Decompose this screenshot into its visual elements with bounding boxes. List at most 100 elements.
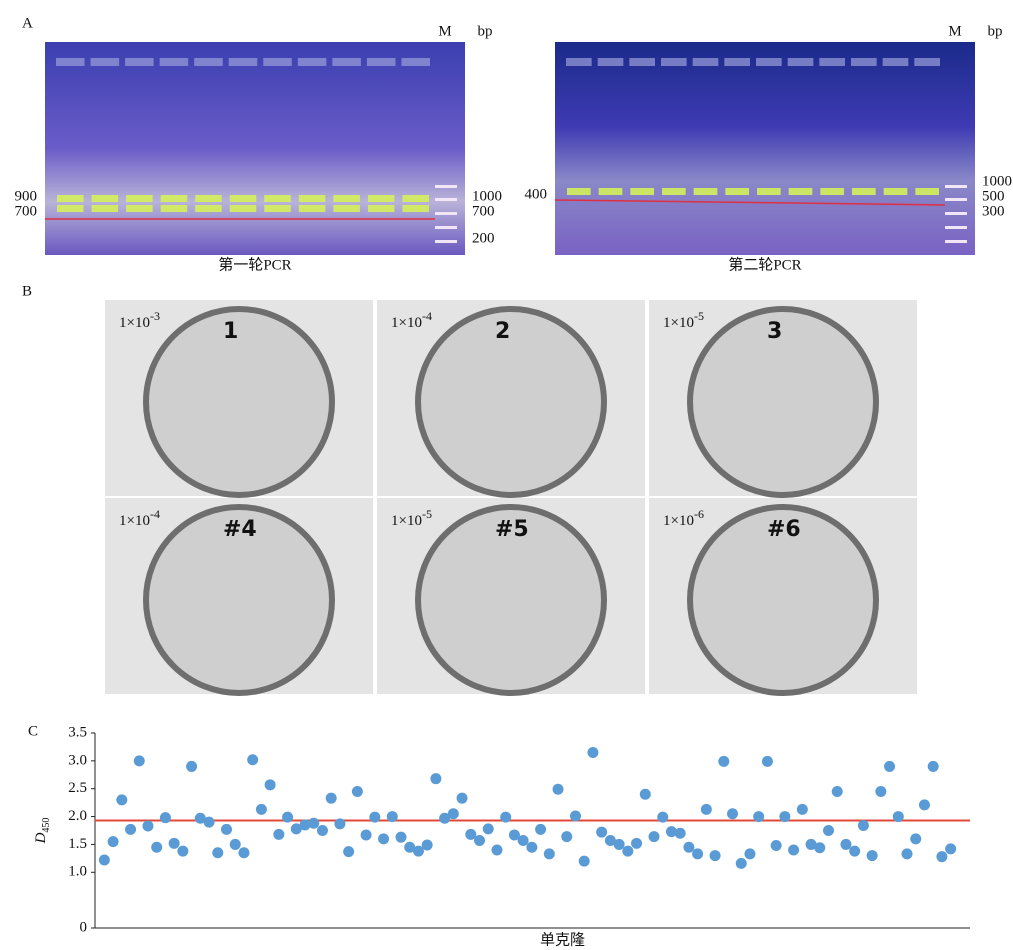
well bbox=[819, 58, 845, 66]
point bbox=[665, 826, 677, 838]
band bbox=[126, 205, 153, 212]
well bbox=[263, 58, 292, 66]
dilution-label: 1×10-3 bbox=[119, 309, 160, 332]
point bbox=[936, 851, 948, 863]
point bbox=[657, 811, 669, 823]
band bbox=[57, 195, 84, 202]
point bbox=[735, 857, 747, 869]
point bbox=[194, 812, 206, 824]
size-label: 1000 bbox=[982, 173, 1012, 189]
point bbox=[526, 841, 538, 853]
dilution-base: 1×10 bbox=[391, 513, 422, 529]
dilution-label: 1×10-6 bbox=[663, 507, 704, 530]
y-axis-label: D450 bbox=[33, 818, 52, 845]
point bbox=[709, 850, 721, 862]
band bbox=[57, 205, 84, 212]
well bbox=[629, 58, 655, 66]
dilution-exponent: -4 bbox=[150, 507, 160, 521]
point bbox=[744, 848, 756, 860]
gel-image bbox=[555, 42, 975, 255]
well bbox=[661, 58, 687, 66]
reference-line bbox=[554, 199, 946, 206]
point bbox=[866, 850, 878, 862]
point bbox=[351, 786, 363, 797]
point bbox=[700, 803, 712, 815]
point bbox=[892, 811, 904, 823]
well bbox=[401, 58, 430, 66]
point bbox=[587, 747, 599, 758]
point bbox=[378, 833, 390, 845]
point bbox=[395, 831, 407, 843]
unit-label: bp bbox=[988, 23, 1003, 39]
size-label: 900 bbox=[15, 188, 38, 204]
point bbox=[273, 828, 285, 840]
band bbox=[91, 195, 119, 202]
point bbox=[177, 845, 189, 857]
dilution-exponent: -3 bbox=[150, 309, 160, 323]
point bbox=[631, 837, 643, 849]
point bbox=[282, 811, 294, 823]
band bbox=[91, 205, 119, 212]
point bbox=[456, 792, 468, 804]
point bbox=[500, 811, 512, 823]
panel-label: C bbox=[28, 723, 38, 739]
unit-label: bp bbox=[478, 23, 493, 39]
point bbox=[159, 812, 171, 824]
plate-mark: 3 bbox=[767, 319, 782, 344]
point bbox=[884, 760, 896, 772]
well bbox=[692, 58, 719, 66]
band bbox=[333, 195, 360, 202]
dilution-base: 1×10 bbox=[119, 315, 150, 331]
plate bbox=[687, 306, 879, 498]
point bbox=[255, 803, 267, 815]
well bbox=[228, 58, 258, 66]
point bbox=[482, 823, 494, 835]
band bbox=[298, 195, 326, 202]
point bbox=[596, 826, 608, 838]
well bbox=[125, 58, 154, 66]
band bbox=[195, 205, 222, 212]
plate bbox=[143, 306, 335, 498]
ladder-band bbox=[945, 240, 967, 243]
point bbox=[474, 835, 486, 847]
well bbox=[882, 58, 909, 66]
y-label-main: D bbox=[33, 832, 49, 844]
dilution-exponent: -6 bbox=[694, 507, 704, 521]
point bbox=[674, 827, 686, 839]
point bbox=[430, 773, 442, 785]
point bbox=[238, 847, 250, 859]
band bbox=[598, 188, 623, 195]
panel-label: B bbox=[22, 283, 32, 299]
point bbox=[229, 838, 241, 850]
point bbox=[264, 779, 276, 791]
point bbox=[107, 836, 119, 848]
point bbox=[927, 760, 939, 772]
band bbox=[160, 195, 188, 202]
plate bbox=[687, 504, 879, 696]
point bbox=[203, 816, 215, 828]
x-axis-label: 单克隆 bbox=[540, 931, 585, 948]
point bbox=[779, 811, 791, 823]
point bbox=[412, 845, 424, 857]
band bbox=[367, 205, 395, 212]
band bbox=[367, 195, 395, 202]
plate-mark: #4 bbox=[223, 517, 257, 542]
band bbox=[725, 188, 749, 195]
gel-caption: 第二轮PCR bbox=[728, 255, 801, 273]
well bbox=[159, 58, 189, 66]
point bbox=[247, 754, 259, 766]
well bbox=[756, 58, 782, 66]
point bbox=[831, 786, 843, 797]
point bbox=[761, 755, 773, 767]
size-label: 300 bbox=[982, 203, 1005, 219]
band bbox=[229, 205, 257, 212]
well bbox=[56, 58, 85, 66]
well bbox=[851, 58, 877, 66]
dilution-base: 1×10 bbox=[119, 513, 150, 529]
point bbox=[517, 835, 529, 847]
point bbox=[857, 819, 869, 831]
point bbox=[770, 840, 782, 852]
point bbox=[814, 842, 826, 854]
point bbox=[186, 760, 198, 772]
dilution-label: 1×10-5 bbox=[663, 309, 704, 332]
